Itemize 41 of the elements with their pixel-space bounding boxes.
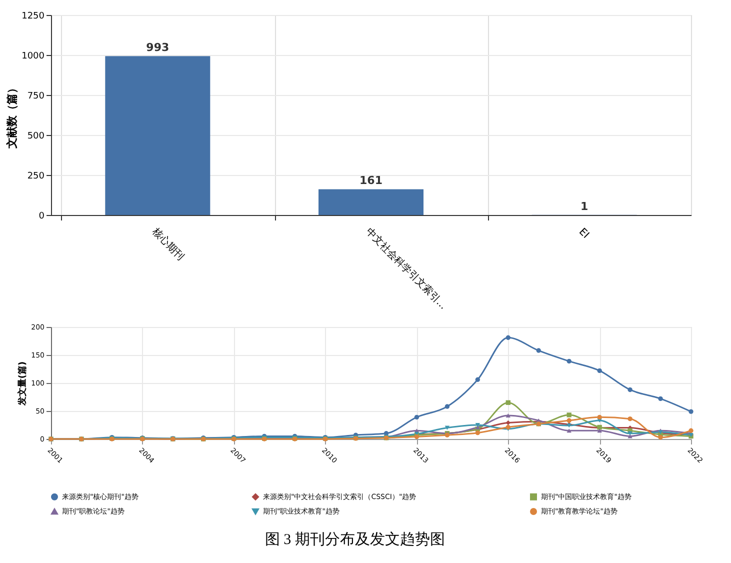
point	[628, 416, 632, 422]
y-tick-label: 500	[27, 132, 45, 142]
point	[566, 428, 572, 433]
point	[506, 335, 510, 340]
y-tick-label: 750	[27, 92, 45, 102]
data-label: 1	[580, 200, 588, 213]
point	[628, 431, 632, 436]
point	[658, 396, 663, 402]
x-tick-label: 核心期刊	[149, 225, 187, 263]
bar	[318, 189, 424, 215]
point	[688, 428, 694, 433]
point	[506, 420, 510, 426]
y-axis-title: 发文量(篇)	[17, 361, 28, 407]
y-tick-label: 1000	[22, 52, 45, 62]
point	[475, 377, 480, 382]
point	[506, 413, 510, 418]
caption: 图 3 期刊分布及发文趋势图	[264, 531, 445, 548]
point	[506, 400, 510, 405]
point	[566, 418, 572, 423]
point	[688, 409, 694, 414]
point	[536, 348, 541, 353]
point	[597, 428, 602, 433]
point	[566, 358, 572, 364]
y-axis-title: 文献数（篇）	[6, 82, 19, 150]
point	[628, 387, 632, 392]
point	[658, 434, 663, 440]
x-tick-label: EI	[576, 226, 591, 241]
point	[475, 422, 480, 428]
point	[597, 414, 602, 420]
point	[597, 368, 602, 374]
y-tick-label: 0	[38, 212, 45, 222]
y-tick-label: 250	[27, 172, 45, 182]
point	[444, 404, 450, 409]
data-label: 993	[146, 41, 170, 54]
point	[414, 414, 420, 420]
point	[566, 412, 572, 418]
y-tick-label: 1250	[22, 12, 45, 22]
bar	[105, 56, 210, 215]
x-tick-label: 中文社会科学引文索引...	[363, 226, 450, 312]
data-label: 161	[360, 174, 382, 188]
point	[475, 430, 480, 436]
